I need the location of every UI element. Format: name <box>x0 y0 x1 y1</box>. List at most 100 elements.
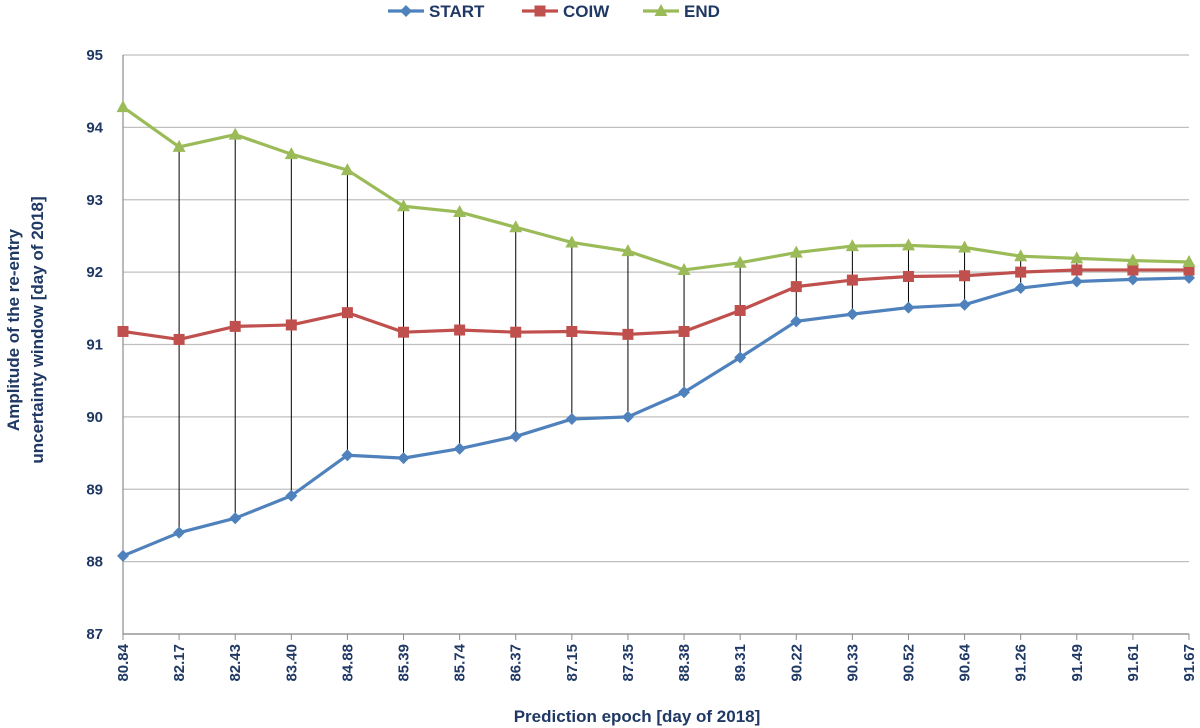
y-tick-label: 93 <box>86 192 103 209</box>
data-point-start <box>173 526 186 539</box>
data-point-end <box>1182 254 1196 267</box>
x-tick-label: 83.40 <box>283 644 300 682</box>
data-point-start <box>285 489 298 502</box>
data-point-start <box>565 413 578 426</box>
data-point-end <box>116 100 130 113</box>
data-point-end <box>453 205 467 218</box>
data-point-start <box>902 301 915 314</box>
legend-item-start: START <box>388 2 485 21</box>
y-tick-label: 87 <box>86 626 103 643</box>
x-tick-label: 89.31 <box>732 644 749 682</box>
legend-label-coiw: COIW <box>563 2 610 21</box>
data-point-end <box>340 163 354 176</box>
y-tick-label: 90 <box>86 409 103 426</box>
data-point-coiw <box>1127 264 1139 276</box>
data-point-coiw <box>734 304 746 316</box>
legend-item-end: END <box>643 2 720 21</box>
legend-marker-coiw <box>534 5 546 17</box>
legend-label-start: START <box>429 2 485 21</box>
x-tick-label: 91.26 <box>1013 644 1030 682</box>
data-point-coiw <box>790 281 802 293</box>
data-point-start <box>621 410 634 423</box>
data-point-start <box>1126 273 1139 286</box>
data-point-start <box>341 449 354 462</box>
data-point-start <box>958 298 971 311</box>
data-point-start <box>453 442 466 455</box>
data-point-coiw <box>622 328 634 340</box>
data-point-end <box>228 127 242 140</box>
data-point-start <box>509 430 522 443</box>
data-point-end <box>284 147 298 160</box>
data-point-end <box>789 245 803 258</box>
data-point-end <box>733 255 747 268</box>
y-tick-label: 92 <box>86 264 103 281</box>
x-tick-label: 91.67 <box>1181 644 1198 682</box>
legend-item-coiw: COIW <box>522 2 610 21</box>
data-point-start <box>678 386 691 399</box>
y-axis-title-line-2: uncertainty window [day of 2018] <box>28 196 47 463</box>
data-point-coiw <box>510 326 522 338</box>
data-point-coiw <box>1071 264 1083 276</box>
x-axis-title: Prediction epoch [day of 2018] <box>514 707 761 726</box>
x-tick-label: 87.35 <box>620 644 637 682</box>
x-tick-label: 86.37 <box>508 644 525 682</box>
data-point-start <box>790 315 803 328</box>
series-group <box>116 100 1196 562</box>
data-point-coiw <box>1015 266 1027 278</box>
data-point-end <box>397 199 411 212</box>
data-point-start <box>397 452 410 465</box>
data-point-coiw <box>846 274 858 286</box>
data-point-end <box>565 235 579 248</box>
x-tick-label: 90.33 <box>844 644 861 682</box>
data-point-coiw <box>678 325 690 337</box>
data-point-start <box>1014 282 1027 295</box>
data-point-coiw <box>341 307 353 319</box>
data-point-coiw <box>398 326 410 338</box>
series-line-coiw <box>122 268 1189 342</box>
y-tick-label: 88 <box>86 554 103 571</box>
data-point-coiw <box>117 325 129 337</box>
y-tick-label: 89 <box>86 481 103 498</box>
x-tick-label: 91.61 <box>1125 644 1142 682</box>
data-point-start <box>229 512 242 525</box>
x-tick-label: 90.22 <box>788 644 805 682</box>
data-point-end <box>901 238 915 251</box>
data-point-coiw <box>566 325 578 337</box>
y-tick-label: 94 <box>86 119 103 136</box>
x-tick-label: 80.84 <box>115 643 132 681</box>
data-point-coiw <box>229 320 241 332</box>
data-point-coiw <box>173 333 185 345</box>
series-coiw <box>117 264 1195 345</box>
x-tick-label: 84.88 <box>339 644 356 682</box>
legend: START COIW END <box>388 2 720 21</box>
data-point-end <box>1014 249 1028 262</box>
data-point-coiw <box>959 270 971 282</box>
legend-marker-start <box>400 5 412 17</box>
y-tick-label: 95 <box>86 47 103 64</box>
legend-marker-end <box>654 4 668 16</box>
data-point-coiw <box>902 270 914 282</box>
y-tick-labels: 87 88 89 90 91 92 93 94 95 <box>86 47 103 643</box>
x-tick-label: 90.52 <box>900 644 917 682</box>
data-point-coiw <box>454 324 466 336</box>
series-line-start <box>122 276 1190 558</box>
x-tick-label: 85.39 <box>396 644 413 682</box>
data-point-start <box>846 308 859 321</box>
x-tick-label: 90.64 <box>957 643 974 681</box>
x-tick-labels: 80.84 82.17 82.43 83.40 84.88 85.39 85.74 86.37… <box>115 643 1198 681</box>
x-tick-label: 88.38 <box>676 644 693 682</box>
series-line-end <box>122 105 1190 272</box>
data-point-coiw <box>1183 264 1195 276</box>
x-tick-label: 91.49 <box>1069 644 1086 682</box>
x-tick-label: 82.43 <box>227 644 244 682</box>
data-point-start <box>117 549 129 562</box>
data-point-start <box>1070 275 1083 288</box>
gridlines <box>123 54 1189 635</box>
axes <box>122 55 1190 640</box>
x-tick-label: 82.17 <box>171 644 188 682</box>
data-point-coiw <box>285 319 297 331</box>
data-point-start <box>734 351 747 364</box>
data-point-end <box>1070 251 1084 264</box>
data-point-end <box>845 239 859 252</box>
